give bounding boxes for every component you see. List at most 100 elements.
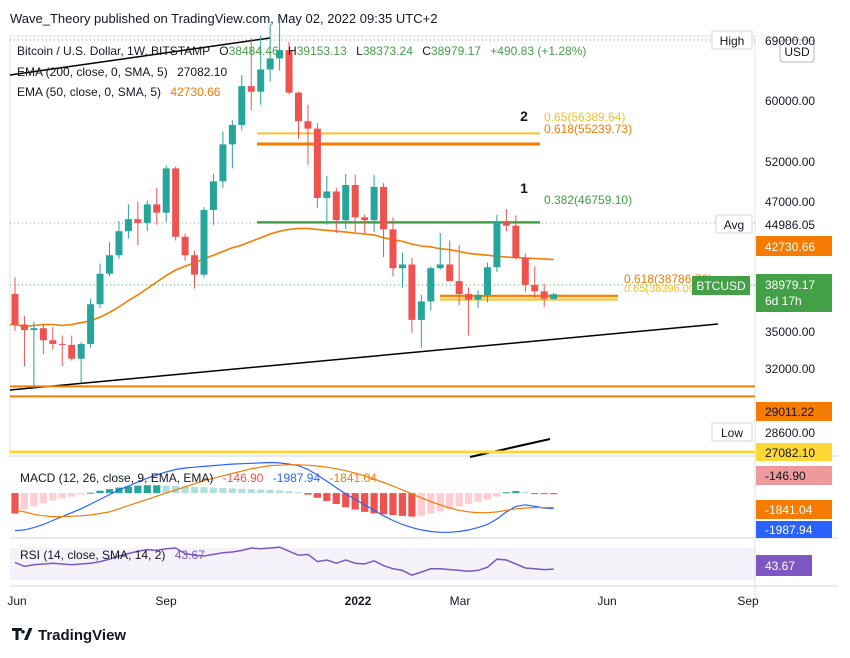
candle-body bbox=[77, 343, 85, 359]
legend-open: 38484.46 bbox=[229, 44, 279, 58]
candle bbox=[11, 277, 19, 331]
candle bbox=[484, 262, 491, 303]
legend-ema50-value: 42730.66 bbox=[170, 85, 220, 99]
candle-body bbox=[351, 185, 359, 218]
macd-histogram-bar bbox=[124, 486, 132, 494]
candle bbox=[342, 173, 350, 230]
fib-zone bbox=[440, 296, 618, 300]
rsi-band bbox=[10, 548, 755, 580]
macd-histogram-bar bbox=[417, 493, 425, 516]
macd-line-tag: -1987.94 bbox=[765, 523, 813, 537]
candle-body bbox=[49, 340, 57, 344]
ascending-trendline bbox=[9, 323, 719, 391]
candle bbox=[531, 266, 539, 298]
candle bbox=[417, 294, 425, 348]
macd-histogram-bar bbox=[313, 493, 321, 498]
candle-body bbox=[323, 191, 331, 198]
high-tag-value: 69000.00 bbox=[765, 34, 815, 48]
candle bbox=[389, 217, 397, 277]
candle bbox=[502, 209, 510, 232]
candle bbox=[58, 335, 66, 367]
candle bbox=[276, 16, 284, 71]
wave-label-1: 1 bbox=[520, 180, 528, 196]
macd-histogram-bar bbox=[96, 490, 104, 494]
candle-body bbox=[124, 219, 132, 232]
candle-body bbox=[276, 50, 284, 59]
ema50-series bbox=[10, 227, 554, 328]
macd-legend-hist: -146.90 bbox=[223, 471, 264, 485]
macd-histogram-bar bbox=[446, 493, 454, 509]
candle-body bbox=[39, 328, 47, 341]
candle-body bbox=[540, 291, 548, 299]
candle bbox=[228, 120, 236, 169]
candles bbox=[11, 16, 558, 390]
candle-body bbox=[191, 255, 199, 275]
macd-histogram-bar bbox=[219, 487, 227, 494]
macd-histogram-bar bbox=[58, 493, 66, 499]
currency-button[interactable]: USD bbox=[779, 39, 815, 63]
avg-tag: Avg 44986.05 bbox=[715, 214, 815, 234]
candle bbox=[295, 91, 302, 139]
macd-pane bbox=[11, 461, 558, 533]
candle-body bbox=[257, 69, 265, 92]
candle bbox=[68, 335, 76, 361]
candle bbox=[257, 35, 265, 105]
ema200-tag: 27082.10 bbox=[756, 443, 832, 461]
macd-histogram-bar bbox=[162, 485, 170, 494]
candle-body bbox=[521, 258, 529, 285]
candle-body bbox=[512, 225, 520, 259]
svg-text:MACD (12, 26, close, 9, EMA, E: MACD (12, 26, close, 9, EMA, EMA) -146.9… bbox=[20, 471, 377, 485]
legend-close: 38979.17 bbox=[431, 44, 481, 58]
macd-histogram-bar bbox=[332, 493, 340, 505]
time-label: Sep bbox=[737, 594, 759, 608]
legend-low-label: L bbox=[356, 44, 363, 58]
legend-change: +490.83 (+1.28%) bbox=[490, 44, 586, 58]
low-tag-value: 28600.00 bbox=[765, 426, 815, 440]
candle bbox=[115, 221, 123, 259]
candle bbox=[181, 233, 189, 261]
last-price-tag: BTCUSD 38979.17 6d 17h bbox=[692, 274, 832, 312]
candle-body bbox=[531, 284, 539, 292]
macd-histogram-bar bbox=[285, 491, 293, 494]
candle bbox=[247, 38, 255, 111]
candle-body bbox=[247, 86, 255, 92]
macd-histogram-bar bbox=[493, 493, 501, 497]
candle bbox=[398, 252, 406, 288]
ema50-line bbox=[10, 227, 554, 328]
macd-histogram-bar bbox=[531, 493, 539, 495]
macd-histogram-bar bbox=[190, 486, 199, 494]
rsi-legend-label: RSI (14, close, SMA, 14, 2) bbox=[20, 548, 165, 562]
signal-line bbox=[14, 464, 554, 518]
macd-histogram-bar bbox=[105, 489, 114, 494]
candle bbox=[285, 41, 293, 95]
candle bbox=[370, 174, 378, 233]
macd-histogram-bar bbox=[294, 492, 303, 494]
last-price-value: 38979.17 bbox=[765, 278, 815, 292]
macd-histogram-bar bbox=[304, 493, 312, 495]
candle-body bbox=[446, 264, 454, 282]
candle bbox=[474, 290, 482, 308]
macd-histogram-bar bbox=[238, 488, 246, 494]
low-tag-label: Low bbox=[721, 426, 743, 440]
candle-body bbox=[550, 294, 558, 299]
time-label: Sep bbox=[155, 594, 177, 608]
macd-histogram-bar bbox=[134, 485, 142, 494]
price-label: 32000.00 bbox=[765, 362, 815, 376]
candle-body bbox=[304, 121, 312, 129]
candle bbox=[87, 298, 95, 348]
candle-body bbox=[313, 128, 321, 198]
candle-body bbox=[427, 268, 435, 302]
high-tag: High 69000.00 bbox=[711, 30, 815, 50]
high-tag-label: High bbox=[720, 34, 745, 48]
macd-histogram-bar bbox=[68, 493, 76, 497]
candle bbox=[455, 245, 463, 306]
candle bbox=[493, 214, 501, 272]
candle bbox=[332, 187, 340, 234]
macd-histogram-bar bbox=[379, 493, 388, 515]
macd-histogram-bar bbox=[474, 493, 482, 502]
candle-body bbox=[11, 294, 19, 325]
candle-body bbox=[238, 86, 246, 125]
candle-body bbox=[465, 294, 473, 300]
legend-close-label: C bbox=[422, 44, 431, 58]
svg-text:RSI (14, close, SMA, 14, 2): RSI (14, close, SMA, 14, 2) 43.67 bbox=[20, 548, 205, 562]
